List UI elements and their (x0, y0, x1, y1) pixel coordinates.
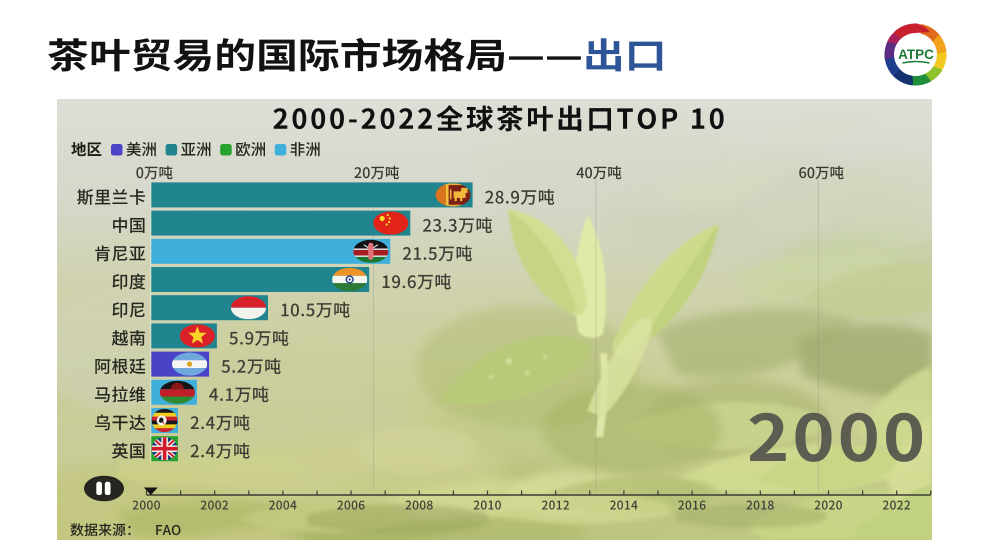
svg-text:ATPC: ATPC (898, 47, 934, 62)
